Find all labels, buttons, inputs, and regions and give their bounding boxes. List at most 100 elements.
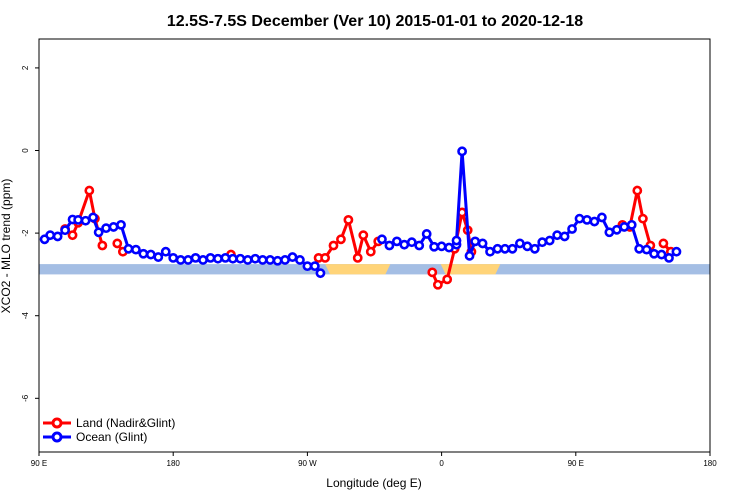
ocean-point (436, 241, 447, 252)
land-point (632, 185, 643, 196)
land-point (638, 213, 648, 224)
plot-frame (38, 38, 711, 453)
ocean-point (183, 255, 194, 265)
ocean-point (116, 219, 126, 230)
ocean-point (175, 255, 186, 265)
ocean-point (377, 234, 387, 245)
ocean-point (604, 227, 615, 238)
ocean-point (470, 236, 481, 247)
ocean-point (500, 243, 510, 254)
x-tick-label: 90 W (298, 459, 317, 468)
ocean-point (280, 255, 290, 265)
ocean-point (582, 214, 592, 225)
ocean-point (93, 227, 104, 238)
ocean-point (626, 219, 637, 230)
chart-title: 12.5S-7.5S December (Ver 10) 2015-01-01 … (167, 13, 583, 30)
ocean-point (421, 229, 432, 239)
legend: Land (Nadir&Glint) Ocean (Glint) (43, 416, 175, 444)
y-tick-label: -6 (21, 394, 30, 402)
ocean-point (101, 223, 111, 234)
map-background-band (39, 264, 710, 275)
land-point (427, 267, 438, 278)
ocean-point (406, 237, 417, 248)
ocean-point (634, 243, 645, 254)
y-tick-label: 0 (21, 148, 30, 153)
ocean-point (80, 215, 91, 226)
ocean-point (514, 238, 525, 249)
ocean-point (257, 255, 268, 265)
ocean-point (477, 238, 488, 249)
ocean-point (391, 236, 402, 247)
x-tick-label: 0 (439, 459, 444, 468)
ocean-point (485, 246, 495, 257)
ocean-point (52, 231, 63, 242)
ocean-point (492, 243, 503, 254)
legend-land-label: Land (Nadir&Glint) (76, 416, 175, 430)
land-point (112, 238, 123, 249)
ocean-point (507, 243, 518, 254)
ocean-point (309, 261, 320, 272)
ocean-point (641, 244, 652, 255)
ocean-point (45, 230, 56, 241)
ocean-point (529, 243, 540, 254)
land-point (320, 252, 331, 263)
ocean-point (295, 255, 305, 265)
ocean-point (205, 252, 216, 263)
ocean-point (552, 230, 563, 241)
y-tick-label: -4 (21, 312, 30, 320)
ocean-point (108, 222, 119, 232)
land-point (67, 230, 78, 241)
y-tick-label: -2 (21, 229, 30, 237)
land-point (336, 234, 346, 245)
x-tick-label: 90 E (568, 459, 584, 468)
ocean-point (153, 252, 164, 262)
map-land-patch (325, 264, 391, 275)
land-point (328, 240, 339, 251)
ocean-point (145, 249, 156, 260)
ocean-point (567, 224, 577, 234)
ocean-point (250, 253, 261, 264)
ocean-point (220, 252, 231, 263)
land-point (358, 230, 369, 241)
ocean-point (451, 235, 462, 246)
series-layer (39, 146, 682, 290)
land-point (365, 246, 376, 257)
map-land-patch (440, 264, 501, 275)
ocean-point (537, 237, 548, 248)
land-point (97, 240, 108, 251)
land-point (658, 238, 669, 249)
ocean-point (596, 212, 607, 223)
ocean-point (60, 225, 70, 236)
ocean-point (544, 235, 555, 246)
land-point (84, 185, 95, 196)
x-tick-label: 180 (167, 459, 181, 468)
ocean-point (414, 240, 425, 251)
ocean-point (649, 248, 659, 259)
ocean-point (664, 252, 674, 263)
ocean-point (242, 255, 253, 265)
legend-ocean-marker (51, 431, 63, 443)
legend-item-land: Land (Nadir&Glint) (43, 416, 175, 430)
ocean-point (302, 261, 313, 272)
ocean-point (619, 222, 630, 232)
ocean-point (589, 216, 600, 227)
y-axis-label: XCO2 - MLO trend (ppm) (0, 179, 13, 314)
ocean-point (213, 253, 223, 264)
ocean-point (123, 243, 134, 254)
ocean-point (574, 213, 585, 224)
ocean-point (235, 253, 246, 264)
ocean-point (457, 146, 468, 157)
ocean-point (287, 252, 298, 262)
land-point (432, 279, 443, 290)
y-tick-label: 2 (21, 65, 30, 70)
ocean-point (190, 252, 201, 263)
ocean-point (138, 248, 149, 259)
x-tick-label: 90 E (31, 459, 47, 468)
y-axis: 2 0 -2 -4 -6 (21, 65, 39, 402)
ocean-point (265, 255, 276, 265)
x-axis: 90 E 180 90 W 0 90 E 180 (31, 452, 717, 468)
ocean-point (131, 244, 141, 255)
legend-item-ocean: Ocean (Glint) (43, 430, 147, 444)
ocean-point (611, 224, 622, 235)
